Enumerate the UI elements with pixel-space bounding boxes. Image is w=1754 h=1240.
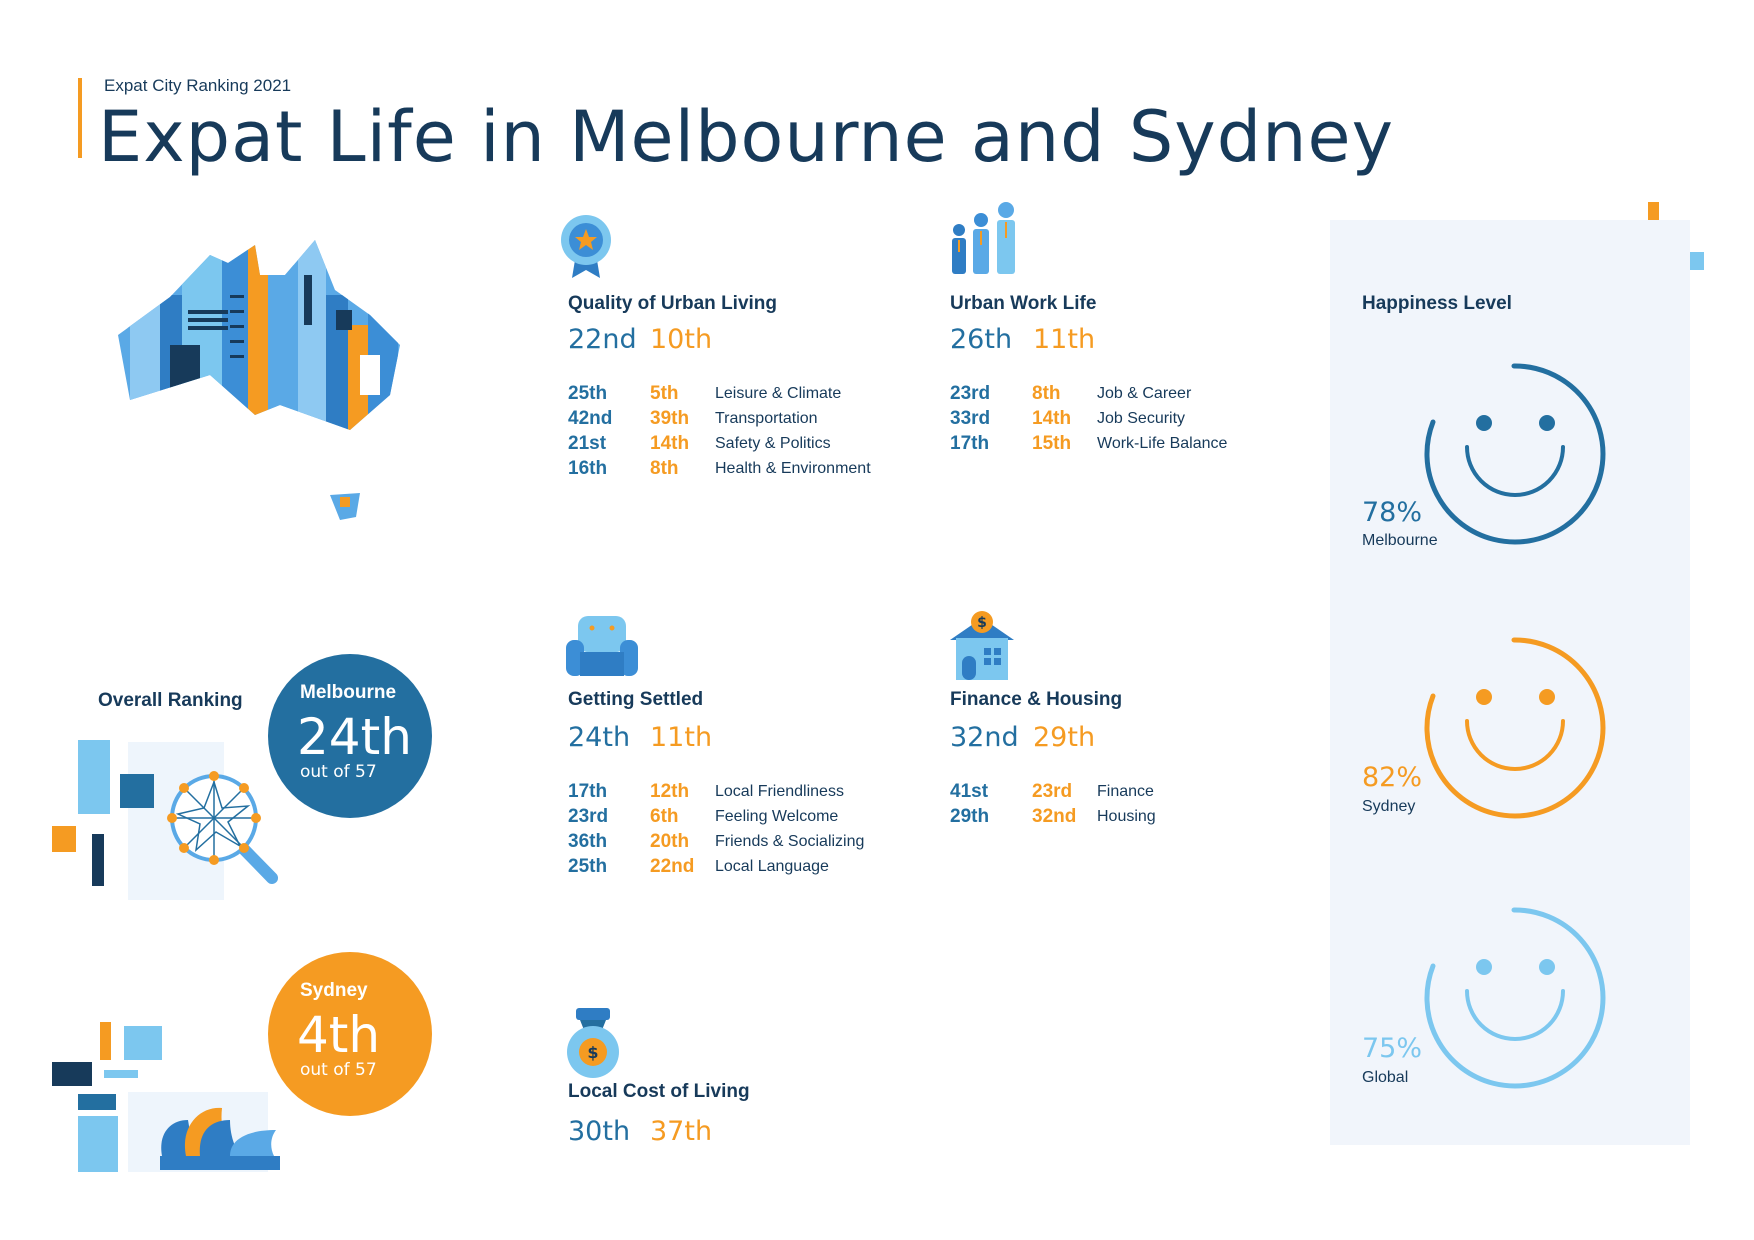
list-item: 33rd 14th Job Security xyxy=(950,407,1186,429)
happiness-global-label: Global xyxy=(1362,1069,1409,1086)
list-item: 25th 22nd Local Language xyxy=(568,855,829,877)
armchair-icon xyxy=(566,616,638,676)
happiness-global-pct: 75% xyxy=(1362,1033,1423,1064)
list-item: 36th 20th Friends & Socializing xyxy=(568,830,865,852)
sydney-badge-out-of: out of 57 xyxy=(300,1060,377,1080)
work-melbourne-rank: 26th xyxy=(950,324,1013,355)
quality-melbourne-rank: 22nd xyxy=(568,324,637,355)
finance-category-title: Finance & Housing xyxy=(950,689,1123,710)
sydney-ranking-badge: Sydney 4th out of 57 xyxy=(268,952,432,1116)
list-item: 21st 14th Safety & Politics xyxy=(568,432,831,454)
quality-sydney-rank: 10th xyxy=(650,324,713,355)
people-icon xyxy=(952,202,1015,274)
melbourne-badge-out-of: out of 57 xyxy=(300,762,377,782)
list-item: 41st 23rd Finance xyxy=(950,780,1154,802)
overall-ranking-label: Overall Ranking xyxy=(98,690,243,711)
finance-melbourne-rank: 32nd xyxy=(950,722,1019,753)
page-title: Expat Life in Melbourne and Sydney xyxy=(98,96,1395,178)
finance-breakdown-list: 41st 23rd Finance 29th 32nd Housing xyxy=(950,779,1156,829)
award-medal-icon xyxy=(561,215,611,278)
money-bag-icon: $ xyxy=(567,1008,619,1078)
settled-breakdown-list: 17th 12th Local Friendliness 23rd 6th Feelin… xyxy=(568,779,864,879)
page-subtitle: Expat City Ranking 2021 xyxy=(104,76,292,95)
list-item: 17th 12th Local Friendliness xyxy=(568,780,844,802)
settled-sydney-rank: 11th xyxy=(650,722,713,753)
happiness-panel xyxy=(1330,220,1690,1145)
house-money-icon: $ xyxy=(950,611,1014,680)
happiness-sydney-pct: 82% xyxy=(1362,762,1423,793)
melbourne-badge-rank: 24th xyxy=(297,708,412,766)
happiness-title: Happiness Level xyxy=(1362,293,1512,314)
settled-category-title: Getting Settled xyxy=(568,689,704,710)
list-item: 29th 32nd Housing xyxy=(950,805,1156,827)
finance-sydney-rank: 29th xyxy=(1033,722,1096,753)
quality-breakdown-list: 25th 5th Leisure & Climate 42nd 39th Transpo… xyxy=(568,381,871,481)
list-item: 17th 15th Work-Life Balance xyxy=(950,432,1228,454)
work-breakdown-list: 23rd 8th Job & Career 33rd 14th Job Security… xyxy=(950,381,1227,456)
cost-melbourne-rank: 30th xyxy=(568,1116,631,1147)
work-category-title: Urban Work Life xyxy=(950,293,1097,314)
sydney-badge-rank: 4th xyxy=(297,1006,381,1064)
sydney-opera-house-illustration xyxy=(52,1022,280,1172)
sydney-smiley-icon xyxy=(1424,637,1606,819)
happiness-melbourne-label: Melbourne xyxy=(1362,532,1438,549)
list-item: 42nd 39th Transportation xyxy=(568,407,818,429)
work-sydney-rank: 11th xyxy=(1033,324,1096,355)
cost-sydney-rank: 37th xyxy=(650,1116,713,1147)
melbourne-ferris-wheel-illustration xyxy=(52,740,278,900)
settled-melbourne-rank: 24th xyxy=(568,722,631,753)
happiness-sydney-label: Sydney xyxy=(1362,798,1416,815)
melbourne-badge-city: Melbourne xyxy=(300,682,397,703)
list-item: 25th 5th Leisure & Climate xyxy=(568,382,842,404)
melbourne-smiley-icon xyxy=(1424,363,1606,545)
list-item: 23rd 8th Job & Career xyxy=(950,382,1192,404)
melbourne-ranking-badge: Melbourne 24th out of 57 xyxy=(268,654,432,818)
happiness-melbourne-pct: 78% xyxy=(1362,497,1423,528)
australia-map-illustration xyxy=(118,240,400,520)
list-item: 23rd 6th Feeling Welcome xyxy=(568,805,839,827)
quality-category-title: Quality of Urban Living xyxy=(568,293,778,314)
title-accent-bar xyxy=(78,78,82,158)
svg-text:$: $ xyxy=(587,1043,598,1062)
cost-category-title: Local Cost of Living xyxy=(568,1081,750,1102)
svg-text:$: $ xyxy=(977,615,987,631)
global-smiley-icon xyxy=(1424,907,1606,1089)
list-item: 16th 8th Health & Environment xyxy=(568,457,871,479)
decor-orange-bar xyxy=(1648,202,1659,237)
sydney-badge-city: Sydney xyxy=(300,980,368,1001)
